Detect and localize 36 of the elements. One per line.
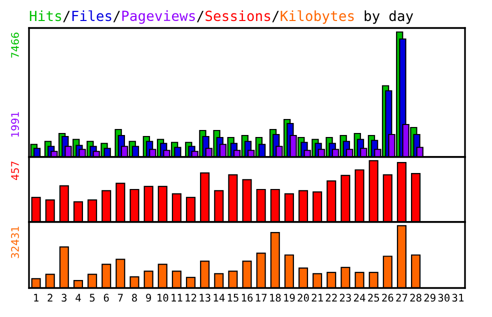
text: 32431: [11, 226, 19, 258]
text: 7466: [11, 32, 19, 58]
x-tick-label: 21: [312, 294, 323, 302]
x-tick-label: 28: [410, 294, 422, 302]
x-tick-label: 5: [90, 294, 95, 302]
text: 457: [11, 162, 19, 180]
x-tick-label: 25: [368, 294, 380, 302]
x-tick-label: 26: [382, 294, 394, 302]
x-tick-label: 2: [48, 294, 52, 302]
x-tick-label: 7: [118, 294, 123, 302]
x-tick-label: 27: [396, 294, 408, 302]
x-tick-label: 11: [172, 294, 182, 302]
x-tick-label: 19: [284, 294, 295, 302]
x-tick-label: 8: [132, 294, 137, 302]
x-tick-label: 16: [242, 294, 253, 302]
x-tick-label: 3: [62, 294, 67, 302]
x-tick-label: 30: [438, 294, 450, 302]
x-tick-label: 10: [158, 294, 168, 302]
x-tick-label: 1: [34, 294, 38, 302]
x-tick-label: 14: [214, 294, 225, 302]
x-tick-label: 22: [326, 294, 337, 302]
x-tick-label: 20: [298, 294, 309, 302]
x-tick-label: 29: [424, 294, 436, 302]
x-tick-label: 13: [200, 294, 210, 302]
text: 1991: [11, 112, 19, 137]
x-tick-label: 31: [452, 294, 464, 302]
x-tick-label: 6: [104, 294, 109, 302]
x-tick-label: 23: [340, 294, 351, 302]
x-tick-label: 9: [146, 294, 151, 302]
x-tick-label: 17: [256, 294, 267, 302]
x-tick-label: 18: [270, 294, 281, 302]
x-tick-label: 24: [354, 294, 366, 302]
x-tick-label: 12: [186, 294, 196, 302]
chart-title: Hits/Files/Pageviews/Sessions/Kilobytes by day: [30, 10, 414, 24]
x-tick-label: 15: [228, 294, 238, 302]
x-tick-label: 4: [76, 294, 81, 302]
